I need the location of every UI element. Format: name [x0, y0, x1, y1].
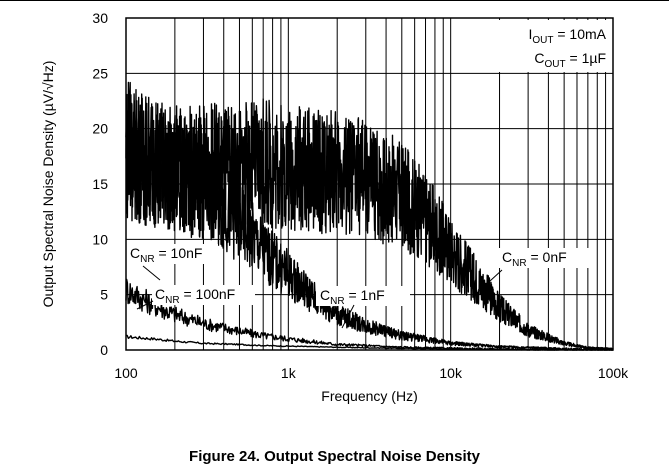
x-tick-label: 100	[114, 365, 138, 381]
y-tick-label: 5	[100, 287, 108, 303]
annotation-leader	[477, 269, 503, 293]
series-annotation: CNR = 10nF	[130, 245, 202, 265]
annotation-leader	[341, 304, 355, 329]
y-axis-title: Output Spectral Noise Density (µV/√Hz)	[40, 61, 56, 308]
annotation-background	[498, 248, 593, 268]
condition-label: COUT = 1µF	[534, 50, 606, 70]
x-tick-label: 10k	[439, 365, 463, 381]
y-tick-label: 20	[92, 121, 108, 137]
series-line	[125, 278, 614, 351]
y-tick-label: 0	[100, 342, 108, 358]
figure-caption: Figure 24. Output Spectral Noise Density	[189, 448, 480, 465]
series-annotation: CNR = 0nF	[502, 249, 567, 269]
x-tick-label: 1k	[281, 365, 297, 381]
y-tick-label: 15	[92, 176, 108, 192]
annotation-leader	[136, 300, 154, 310]
y-tick-label: 10	[92, 231, 108, 247]
conditions-background	[494, 20, 611, 72]
series-annotation: CNR = 1nF	[320, 287, 385, 307]
annotation-background	[316, 286, 410, 306]
series-line	[125, 81, 614, 351]
series-line	[125, 89, 614, 351]
condition-label: IOUT = 10mA	[528, 26, 606, 46]
series-annotation: CNR = 100nF	[155, 286, 235, 306]
x-tick-label: 100k	[598, 365, 629, 381]
noise-density-chart: 100 1k 10k 100k 0 5 10 15 20 25 30 Frequency (Hz) Ou…	[40, 10, 629, 404]
annotation-background	[128, 244, 218, 264]
y-tick-label: 30	[92, 10, 108, 26]
x-axis-title: Frequency (Hz)	[321, 388, 417, 404]
annotation-leader	[142, 265, 161, 281]
page-top-rule	[0, 0, 669, 1]
annotation-background	[152, 285, 255, 305]
y-tick-label: 25	[92, 65, 108, 81]
